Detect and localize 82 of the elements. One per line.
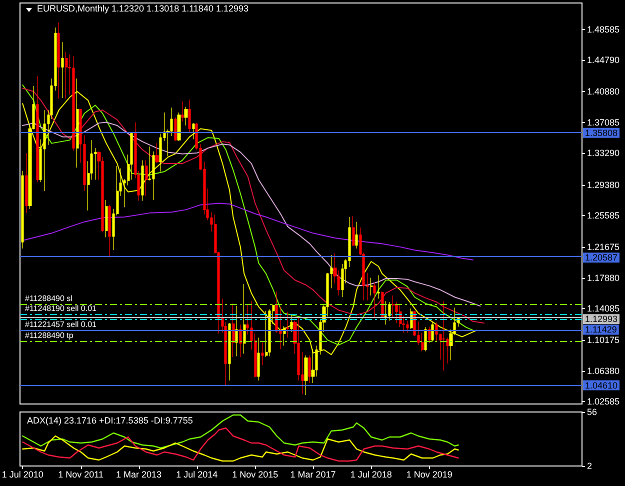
candlestick [174,117,177,142]
candlestick [388,302,391,321]
chart-title: EURUSD,Monthly 1.12320 1.13018 1.11840 1.12993 [37,4,248,14]
candlestick [384,300,387,325]
x-tick-label: 1 Mar 2017 [290,470,336,480]
line-series [22,414,459,449]
x-tick-label: 1 Jul 2014 [176,470,218,480]
y-tick-label: 1.29380 [587,180,620,190]
x-tick-label: 1 Jul 2018 [350,470,392,480]
candlestick [377,274,380,300]
y-tick-label: 1.10175 [587,335,620,346]
candlestick [145,160,148,196]
y-tick-label: 1.02585 [587,396,620,407]
candlestick [286,311,289,338]
candlestick [370,277,373,296]
candlestick [105,200,108,238]
candlestick [188,99,191,132]
candlestick [61,42,64,98]
candlestick [108,204,111,258]
candlestick [21,170,24,249]
candlestick [355,222,358,249]
candlestick [243,284,246,354]
y-tick-label: 1.40880 [587,86,620,97]
candlestick [428,326,431,344]
x-tick-label: 1 Nov 2019 [406,470,452,480]
line-series [22,202,474,260]
candlestick [381,291,384,318]
ref-line-label: #11288490 tp [25,331,74,340]
candlestick [257,337,260,381]
ref-line-label: #11221457 sell 0.01 [25,320,98,330]
ref-line-label: 1.11429 [585,324,617,335]
candlestick [232,303,235,358]
candlestick [228,322,231,381]
y-tick-label: 1.33290 [587,148,620,158]
candlestick [352,216,355,246]
x-tick-label: 1 Nov 2015 [232,470,278,480]
candlestick [181,100,184,122]
candlestick [72,56,75,151]
ref-line-label: #11248190 sell 0.01 [25,304,98,314]
candlestick [57,22,60,100]
candlestick [235,306,238,357]
candlestick [261,342,264,366]
y-tick-label: 1.06380 [587,366,620,376]
y-tick-label: 1.37085 [587,117,620,128]
candlestick [304,355,308,396]
ref-line-label: 1.12993 [585,314,618,324]
candlestick [442,300,445,372]
candlestick [406,320,409,334]
y-tick-label: 2 [587,461,592,471]
x-tick-label: 1 Mar 2013 [116,470,162,480]
candlestick [424,326,427,352]
candlestick [155,143,159,164]
chart-title: ADX(14) 23.1716 +DI:17.5385 -DI:9.7755 [27,416,193,426]
candlestick [308,355,311,384]
y-tick-label: 1.21675 [587,242,620,252]
candlestick [65,52,68,100]
candlestick [192,122,195,140]
x-tick-label: 1 Jul 2010 [2,470,44,480]
candlestick [290,314,293,332]
candlestick [177,112,181,142]
candlestick [43,110,46,192]
candlestick [239,324,242,358]
x-tick-label: 1 Nov 2011 [58,470,104,480]
line-series [22,122,481,307]
candlestick [184,106,188,126]
y-tick-label: 1.14085 [587,304,620,314]
y-tick-label: 1.25585 [587,210,620,220]
candlestick [141,160,144,202]
y-tick-label: 1.48585 [587,24,620,34]
y-tick-label: 56 [587,407,598,417]
candlestick [431,322,434,342]
candlestick [36,76,39,182]
line-series [22,435,459,462]
ref-line-label: 1.35808 [585,128,618,138]
ref-line-label: #11288490 sl [25,294,73,304]
y-tick-label: 1.44790 [587,54,620,65]
candlestick [373,282,376,318]
ref-line-label: 1.20587 [585,252,618,263]
candlestick [25,152,28,214]
y-tick-label: 1.17880 [587,272,620,283]
line-series [22,427,459,462]
ref-line-label: 1.04610 [585,380,618,390]
